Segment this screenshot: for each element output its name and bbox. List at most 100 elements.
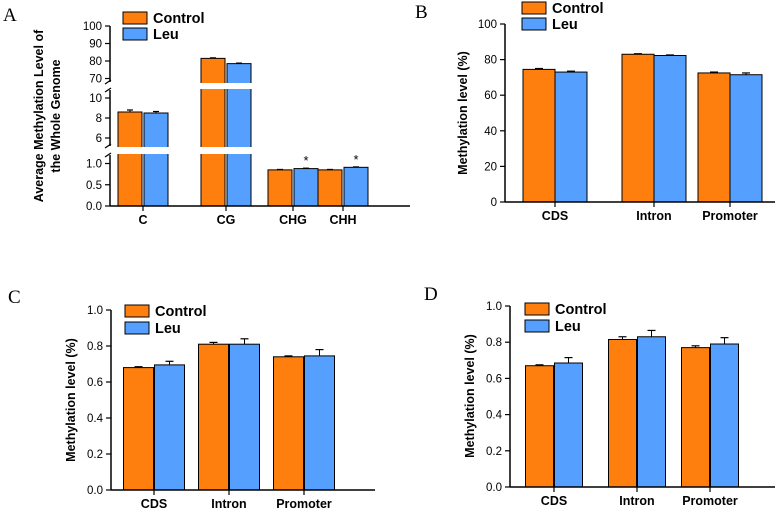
bar-leu bbox=[143, 112, 169, 207]
legend-swatch-leu bbox=[122, 27, 148, 41]
bar-leu bbox=[343, 166, 369, 207]
panel-label: A bbox=[3, 5, 17, 26]
panel-label: C bbox=[8, 287, 21, 308]
y-tick-label: 10 bbox=[89, 93, 102, 105]
y-tick-label: 0.2 bbox=[87, 449, 103, 461]
y-tick-label: 0.5 bbox=[86, 180, 102, 192]
bar-leu bbox=[229, 343, 260, 491]
panel-label: D bbox=[424, 284, 438, 305]
y-tick-label: 0.0 bbox=[86, 201, 102, 213]
y-tick-label: 80 bbox=[484, 55, 497, 67]
bar-leu bbox=[710, 343, 739, 488]
significance-star: * bbox=[353, 152, 358, 167]
x-tick-label: Promoter bbox=[276, 497, 332, 508]
legend-label: Control bbox=[552, 1, 604, 17]
y-tick-label: 0.6 bbox=[486, 373, 502, 385]
bar-control bbox=[117, 111, 143, 207]
bar-leu bbox=[554, 362, 583, 488]
legend-label: Leu bbox=[555, 319, 581, 335]
bar-leu bbox=[293, 168, 319, 207]
x-tick-label: Intron bbox=[619, 494, 654, 508]
x-tick-label: CDS bbox=[542, 209, 568, 223]
legend-swatch-control bbox=[521, 1, 547, 15]
x-tick-label: Promoter bbox=[702, 209, 758, 223]
y-tick-label: 0 bbox=[491, 197, 497, 209]
y-tick-label: 0.8 bbox=[87, 341, 103, 353]
bar-control bbox=[198, 343, 229, 491]
legend-label: Leu bbox=[552, 17, 578, 33]
y-tick-label: 0.4 bbox=[87, 413, 104, 425]
y-tick-label: 0.0 bbox=[486, 482, 502, 494]
x-tick-label: CHG bbox=[279, 213, 307, 227]
panel-label: B bbox=[415, 2, 428, 23]
y-tick-label: 20 bbox=[484, 161, 497, 173]
y-tick-label: 1.0 bbox=[87, 305, 103, 317]
x-tick-label: CHH bbox=[329, 213, 356, 227]
bar-control bbox=[200, 57, 226, 207]
legend-swatch-control bbox=[122, 11, 148, 25]
axis-break-mark bbox=[104, 87, 112, 93]
bar-leu bbox=[304, 355, 335, 491]
axis-break-gap bbox=[112, 83, 372, 89]
y-tick-label: 1.0 bbox=[486, 301, 502, 313]
legend-swatch-control bbox=[524, 302, 550, 316]
y-tick-label: 100 bbox=[478, 19, 497, 31]
axis-break-gap bbox=[112, 147, 372, 154]
axis-break-mark bbox=[104, 143, 112, 149]
legend-swatch-leu bbox=[524, 319, 550, 333]
bar-control bbox=[522, 68, 556, 203]
legend-swatch-control bbox=[124, 304, 150, 318]
y-axis-label: Methylation level (%) bbox=[463, 334, 477, 458]
bar-control bbox=[681, 347, 710, 488]
axis-break-mark bbox=[104, 79, 112, 85]
y-tick-label: 90 bbox=[89, 39, 102, 51]
x-tick-label: Promoter bbox=[682, 494, 738, 508]
bar-control bbox=[317, 169, 343, 207]
bar-leu bbox=[729, 74, 763, 203]
panel-d: D 0.0 0.2 0.4 0.6 0.8 1.0 CDS Intron Promoter Meth… bbox=[424, 284, 775, 508]
legend-label: Leu bbox=[155, 321, 181, 337]
bar-control bbox=[273, 356, 304, 491]
y-tick-label: 100 bbox=[83, 21, 102, 33]
y-tick-label: 8 bbox=[96, 113, 102, 125]
y-tick-label: 40 bbox=[484, 126, 497, 138]
y-tick-label: 0.2 bbox=[486, 446, 502, 458]
bar-leu bbox=[154, 364, 185, 491]
bar-control bbox=[123, 367, 154, 491]
bar-control bbox=[608, 338, 637, 488]
bar-control bbox=[525, 365, 554, 488]
y-axis-label: the Whole Genome bbox=[49, 59, 63, 172]
y-tick-label: 6 bbox=[96, 133, 102, 145]
y-tick-label: 60 bbox=[484, 90, 497, 102]
y-tick-label: 0.0 bbox=[87, 485, 103, 497]
legend-label: Control bbox=[555, 302, 607, 318]
x-tick-label: C bbox=[138, 213, 147, 227]
bar-leu bbox=[637, 336, 666, 488]
y-tick-label: 80 bbox=[89, 56, 102, 68]
panel-b: B 0 20 40 60 80 100 CDS Intron Promoter Methylatio… bbox=[415, 1, 775, 223]
significance-star: * bbox=[303, 153, 308, 168]
y-tick-label: 70 bbox=[89, 74, 102, 86]
y-axis-label: Methylation level (%) bbox=[64, 338, 78, 462]
panel-c: C 0.0 0.2 0.4 0.6 0.8 1.0 CDS Intron Promoter Meth… bbox=[8, 287, 375, 508]
bar-leu bbox=[554, 71, 588, 203]
bar-control bbox=[267, 169, 293, 207]
y-tick-label: 0.6 bbox=[87, 377, 103, 389]
axis-break-mark bbox=[104, 152, 112, 158]
y-tick-label: 1.0 bbox=[86, 159, 102, 171]
legend-swatch-leu bbox=[521, 17, 547, 31]
bar-leu bbox=[653, 55, 687, 203]
bar-control bbox=[697, 72, 731, 203]
panel-a: A 0.0 0.5 1.0 6 8 10 70 80 90 100 * * C CG CHG CHH Averag… bbox=[3, 5, 410, 227]
legend-label: Control bbox=[153, 11, 205, 27]
legend-swatch-leu bbox=[124, 321, 150, 335]
bar-control bbox=[621, 53, 655, 203]
x-tick-label: Intron bbox=[636, 209, 671, 223]
x-tick-label: CDS bbox=[141, 497, 167, 508]
legend-label: Leu bbox=[153, 27, 179, 43]
x-tick-label: CG bbox=[217, 213, 236, 227]
legend-label: Control bbox=[155, 304, 207, 320]
y-axis-label: Methylation level (%) bbox=[456, 51, 470, 175]
x-tick-label: CDS bbox=[541, 494, 567, 508]
